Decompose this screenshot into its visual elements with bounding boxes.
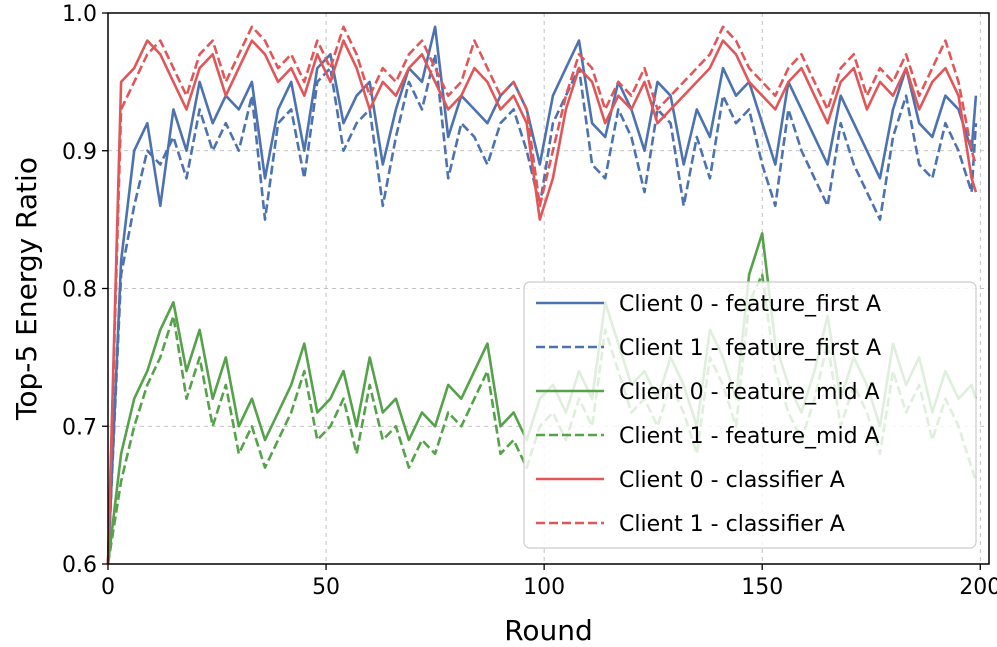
legend-label-2: Client 0 - feature_mid A [619, 380, 880, 405]
x-tick-label-4: 200 [959, 575, 997, 600]
legend-label-1: Client 1 - feature_first A [619, 336, 881, 361]
series-line-4 [106, 39, 978, 565]
series-line-1 [106, 53, 978, 565]
x-tick-label-1: 50 [312, 575, 340, 600]
legend-label-4: Client 0 - classifier A [619, 468, 845, 493]
legend-label-5: Client 1 - classifier A [619, 512, 845, 537]
y-tick-label-4: 1.0 [62, 2, 97, 27]
y-tick-label-0: 0.6 [62, 553, 97, 578]
legend-box [523, 281, 977, 549]
y-tick-label-1: 0.7 [62, 415, 97, 440]
y-tick-label-2: 0.8 [62, 278, 97, 303]
y-axis-label: Top-5 Energy Ratio [10, 157, 43, 421]
series-line-0 [106, 25, 978, 565]
x-axis-ticks: 0 50 100 150 200 [101, 564, 997, 600]
y-axis-ticks: 0.6 0.7 0.8 0.9 1.0 [62, 2, 108, 578]
y-tick-label-3: 0.9 [62, 140, 97, 165]
legend-label-3: Client 1 - feature_mid A [619, 424, 880, 449]
x-tick-label-0: 0 [101, 575, 115, 600]
series-line-5 [106, 25, 978, 565]
x-tick-label-3: 150 [741, 575, 783, 600]
legend: Client 0 - feature_first A Client 1 - fea… [523, 281, 977, 549]
legend-label-0: Client 0 - feature_first A [619, 292, 881, 317]
x-tick-label-2: 100 [523, 575, 565, 600]
x-axis-label: Round [504, 614, 593, 647]
